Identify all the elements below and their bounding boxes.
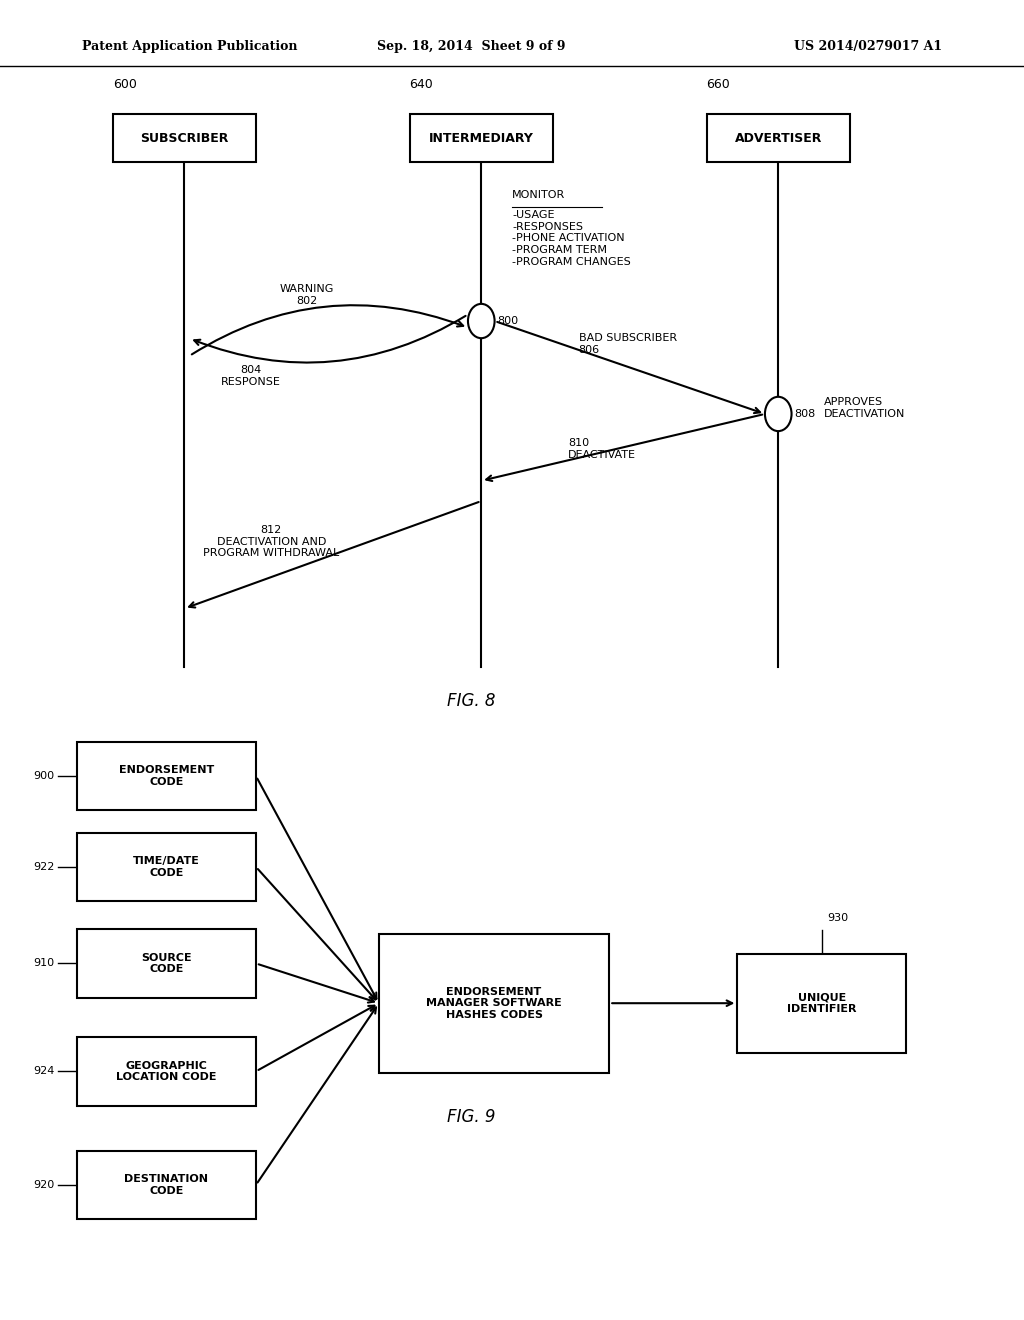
Text: UNIQUE
IDENTIFIER: UNIQUE IDENTIFIER — [787, 993, 856, 1014]
FancyBboxPatch shape — [77, 929, 256, 998]
Text: 600: 600 — [113, 78, 136, 91]
Text: FIG. 8: FIG. 8 — [446, 693, 496, 710]
Text: 800: 800 — [498, 315, 519, 326]
Text: GEOGRAPHIC
LOCATION CODE: GEOGRAPHIC LOCATION CODE — [116, 1060, 217, 1082]
FancyBboxPatch shape — [77, 833, 256, 902]
Text: APPROVES
DEACTIVATION: APPROVES DEACTIVATION — [824, 397, 905, 418]
FancyBboxPatch shape — [77, 1151, 256, 1220]
Text: MONITOR: MONITOR — [512, 190, 565, 201]
Text: Patent Application Publication: Patent Application Publication — [82, 40, 297, 53]
Text: TIME/DATE
CODE: TIME/DATE CODE — [133, 857, 200, 878]
FancyBboxPatch shape — [379, 935, 609, 1072]
FancyBboxPatch shape — [707, 115, 850, 162]
Text: FIG. 9: FIG. 9 — [446, 1107, 496, 1126]
Text: SUBSCRIBER: SUBSCRIBER — [140, 132, 228, 145]
Text: 810
DEACTIVATE: 810 DEACTIVATE — [568, 438, 636, 459]
Text: 924: 924 — [33, 1067, 54, 1076]
Text: 808: 808 — [795, 409, 816, 418]
FancyBboxPatch shape — [737, 953, 906, 1053]
Text: DESTINATION
CODE: DESTINATION CODE — [124, 1173, 209, 1196]
Text: BAD SUBSCRIBER
806: BAD SUBSCRIBER 806 — [579, 334, 677, 355]
FancyBboxPatch shape — [77, 742, 256, 810]
Text: WARNING
802: WARNING 802 — [280, 284, 335, 306]
Text: Sep. 18, 2014  Sheet 9 of 9: Sep. 18, 2014 Sheet 9 of 9 — [377, 40, 565, 53]
FancyBboxPatch shape — [113, 115, 256, 162]
Text: 920: 920 — [33, 1180, 54, 1189]
Text: 900: 900 — [33, 771, 54, 781]
Text: SOURCE
CODE: SOURCE CODE — [141, 953, 191, 974]
Text: 812
DEACTIVATION AND
PROGRAM WITHDRAWAL: 812 DEACTIVATION AND PROGRAM WITHDRAWAL — [203, 525, 340, 558]
Text: ENDORSEMENT
MANAGER SOFTWARE
HASHES CODES: ENDORSEMENT MANAGER SOFTWARE HASHES CODE… — [426, 986, 562, 1020]
Text: 922: 922 — [33, 862, 54, 873]
Text: ADVERTISER: ADVERTISER — [734, 132, 822, 145]
Text: -USAGE
-RESPONSES
-PHONE ACTIVATION
-PROGRAM TERM
-PROGRAM CHANGES: -USAGE -RESPONSES -PHONE ACTIVATION -PRO… — [512, 210, 631, 267]
Text: ENDORSEMENT
CODE: ENDORSEMENT CODE — [119, 766, 214, 787]
Text: 804
RESPONSE: 804 RESPONSE — [221, 366, 281, 387]
FancyBboxPatch shape — [410, 115, 553, 162]
Circle shape — [765, 397, 792, 432]
FancyBboxPatch shape — [77, 1038, 256, 1106]
Circle shape — [468, 304, 495, 338]
Text: INTERMEDIARY: INTERMEDIARY — [429, 132, 534, 145]
Text: 660: 660 — [707, 78, 730, 91]
Text: 640: 640 — [410, 78, 433, 91]
Text: US 2014/0279017 A1: US 2014/0279017 A1 — [794, 40, 942, 53]
Text: 910: 910 — [33, 958, 54, 969]
Text: 930: 930 — [827, 913, 848, 924]
